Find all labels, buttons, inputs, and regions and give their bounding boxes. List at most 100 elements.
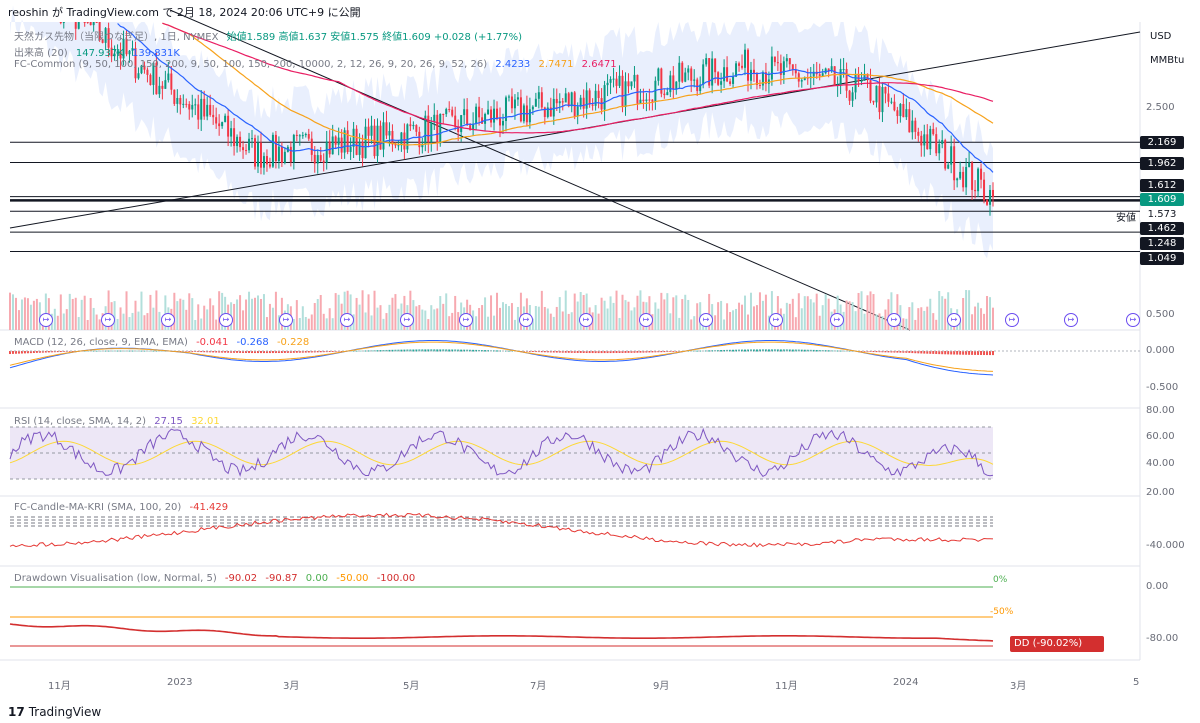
macd-hist-bar <box>412 349 415 352</box>
macd-hist-bar <box>307 351 310 353</box>
volume-bar <box>313 303 316 330</box>
candle-body <box>690 68 693 81</box>
candle-body <box>319 155 322 161</box>
candle-body <box>681 62 684 82</box>
candle-body <box>684 72 687 82</box>
unit-label[interactable]: MMBtu <box>1150 55 1185 66</box>
event-marker-icon[interactable]: ↦ <box>519 313 533 327</box>
volume-bar <box>851 302 854 330</box>
event-marker-icon[interactable]: ↦ <box>887 313 901 327</box>
candle-body <box>651 99 654 102</box>
candle-body <box>908 109 911 133</box>
volume-bar <box>98 319 101 330</box>
volume-bar <box>95 314 98 330</box>
event-marker-icon[interactable]: ↦ <box>1064 313 1078 327</box>
volume-bar <box>403 295 406 330</box>
event-marker-icon[interactable]: ↦ <box>579 313 593 327</box>
macd-hist-bar <box>11 351 14 354</box>
legend-symbol: 天然ガス先物（当限つなぎ足）, 1日, NYMEX 始値1.589 高値1.63… <box>14 28 527 43</box>
volume-bar <box>606 308 609 330</box>
macd-hist-bar <box>442 349 445 352</box>
volume-bar <box>209 298 212 330</box>
macd-hist-bar <box>543 351 546 353</box>
macd-hist-bar <box>322 351 325 353</box>
macd-hist-bar <box>206 351 209 353</box>
macd-hist-bar <box>379 350 382 352</box>
volume-bar <box>355 297 358 330</box>
candle-body <box>953 146 956 181</box>
event-marker-icon[interactable]: ↦ <box>769 313 783 327</box>
volume-bar <box>708 293 711 330</box>
event-marker-icon[interactable]: ↦ <box>279 313 293 327</box>
macd-hist-bar <box>615 351 618 354</box>
macd-hist-bar <box>570 351 573 353</box>
event-marker-icon[interactable]: ↦ <box>400 313 414 327</box>
event-marker-icon[interactable]: ↦ <box>1005 313 1019 327</box>
volume-bar <box>346 290 349 330</box>
candle-body <box>439 113 442 144</box>
volume-bar <box>9 292 11 330</box>
volume-bar <box>558 297 561 330</box>
legend-fc-common: FC-Common (9, 50, 100, 150, 200, 9, 50, … <box>14 59 622 70</box>
macd-hist-bar <box>947 351 950 355</box>
price-tick-0500: 0.500 <box>1146 309 1175 320</box>
volume-bar <box>869 291 872 330</box>
volume-bar <box>803 296 806 330</box>
volume-bar <box>567 313 570 330</box>
candle-body <box>669 75 672 93</box>
event-marker-icon[interactable]: ↦ <box>219 313 233 327</box>
candle-body <box>660 68 663 94</box>
candle-body <box>899 103 902 117</box>
volume-bar <box>585 293 588 330</box>
macd-hist-bar <box>752 349 755 352</box>
event-marker-icon[interactable]: ↦ <box>459 313 473 327</box>
volume-bar <box>579 292 582 330</box>
macd-hist-bar <box>609 351 612 354</box>
candle-body <box>705 58 708 65</box>
event-marker-icon[interactable]: ↦ <box>699 313 713 327</box>
candle-body <box>406 124 409 150</box>
candle-body <box>451 109 454 116</box>
candle-body <box>528 109 531 123</box>
candle-body <box>845 69 848 91</box>
volume-bar <box>152 307 155 330</box>
candle-body <box>122 38 125 59</box>
candle-body <box>259 142 262 168</box>
volume-bar <box>146 313 149 330</box>
volume-bar <box>245 299 248 330</box>
price-tag-1.573: 1.573 <box>1140 208 1184 221</box>
event-marker-icon[interactable]: ↦ <box>101 313 115 327</box>
time-tick: 2024 <box>893 677 919 688</box>
event-marker-icon[interactable]: ↦ <box>161 313 175 327</box>
candle-body <box>744 49 747 68</box>
candle-body <box>343 130 346 153</box>
candle-body <box>761 72 764 86</box>
macd-hist-bar <box>773 349 776 352</box>
event-marker-icon[interactable]: ↦ <box>340 313 354 327</box>
currency-label[interactable]: USD <box>1150 31 1172 42</box>
macd-signal-line <box>9 341 994 372</box>
macd-hist-bar <box>782 349 785 352</box>
candle-body <box>956 178 959 181</box>
event-marker-icon[interactable]: ↦ <box>1126 313 1140 327</box>
event-marker-icon[interactable]: ↦ <box>947 313 961 327</box>
candle-body <box>794 69 797 74</box>
macd-hist-bar <box>53 351 56 353</box>
event-marker-icon[interactable]: ↦ <box>830 313 844 327</box>
candle-body <box>741 65 744 68</box>
candle-body <box>77 22 80 29</box>
volume-bar <box>809 299 812 330</box>
macd-hist-bar <box>47 351 50 353</box>
event-marker-icon[interactable]: ↦ <box>639 313 653 327</box>
volume-bar <box>295 300 298 330</box>
tradingview-logo-icon[interactable]: 17 <box>8 705 25 719</box>
volume-bar <box>14 297 17 330</box>
volume-bar <box>660 292 663 330</box>
candle-body <box>926 134 929 150</box>
macd-hist-bar <box>44 351 47 353</box>
event-marker-icon[interactable]: ↦ <box>39 313 53 327</box>
macd-hist-bar <box>71 351 74 352</box>
volume-bar <box>194 319 197 330</box>
macd-hist-bar <box>433 349 436 352</box>
macd-hist-bar <box>770 349 773 352</box>
